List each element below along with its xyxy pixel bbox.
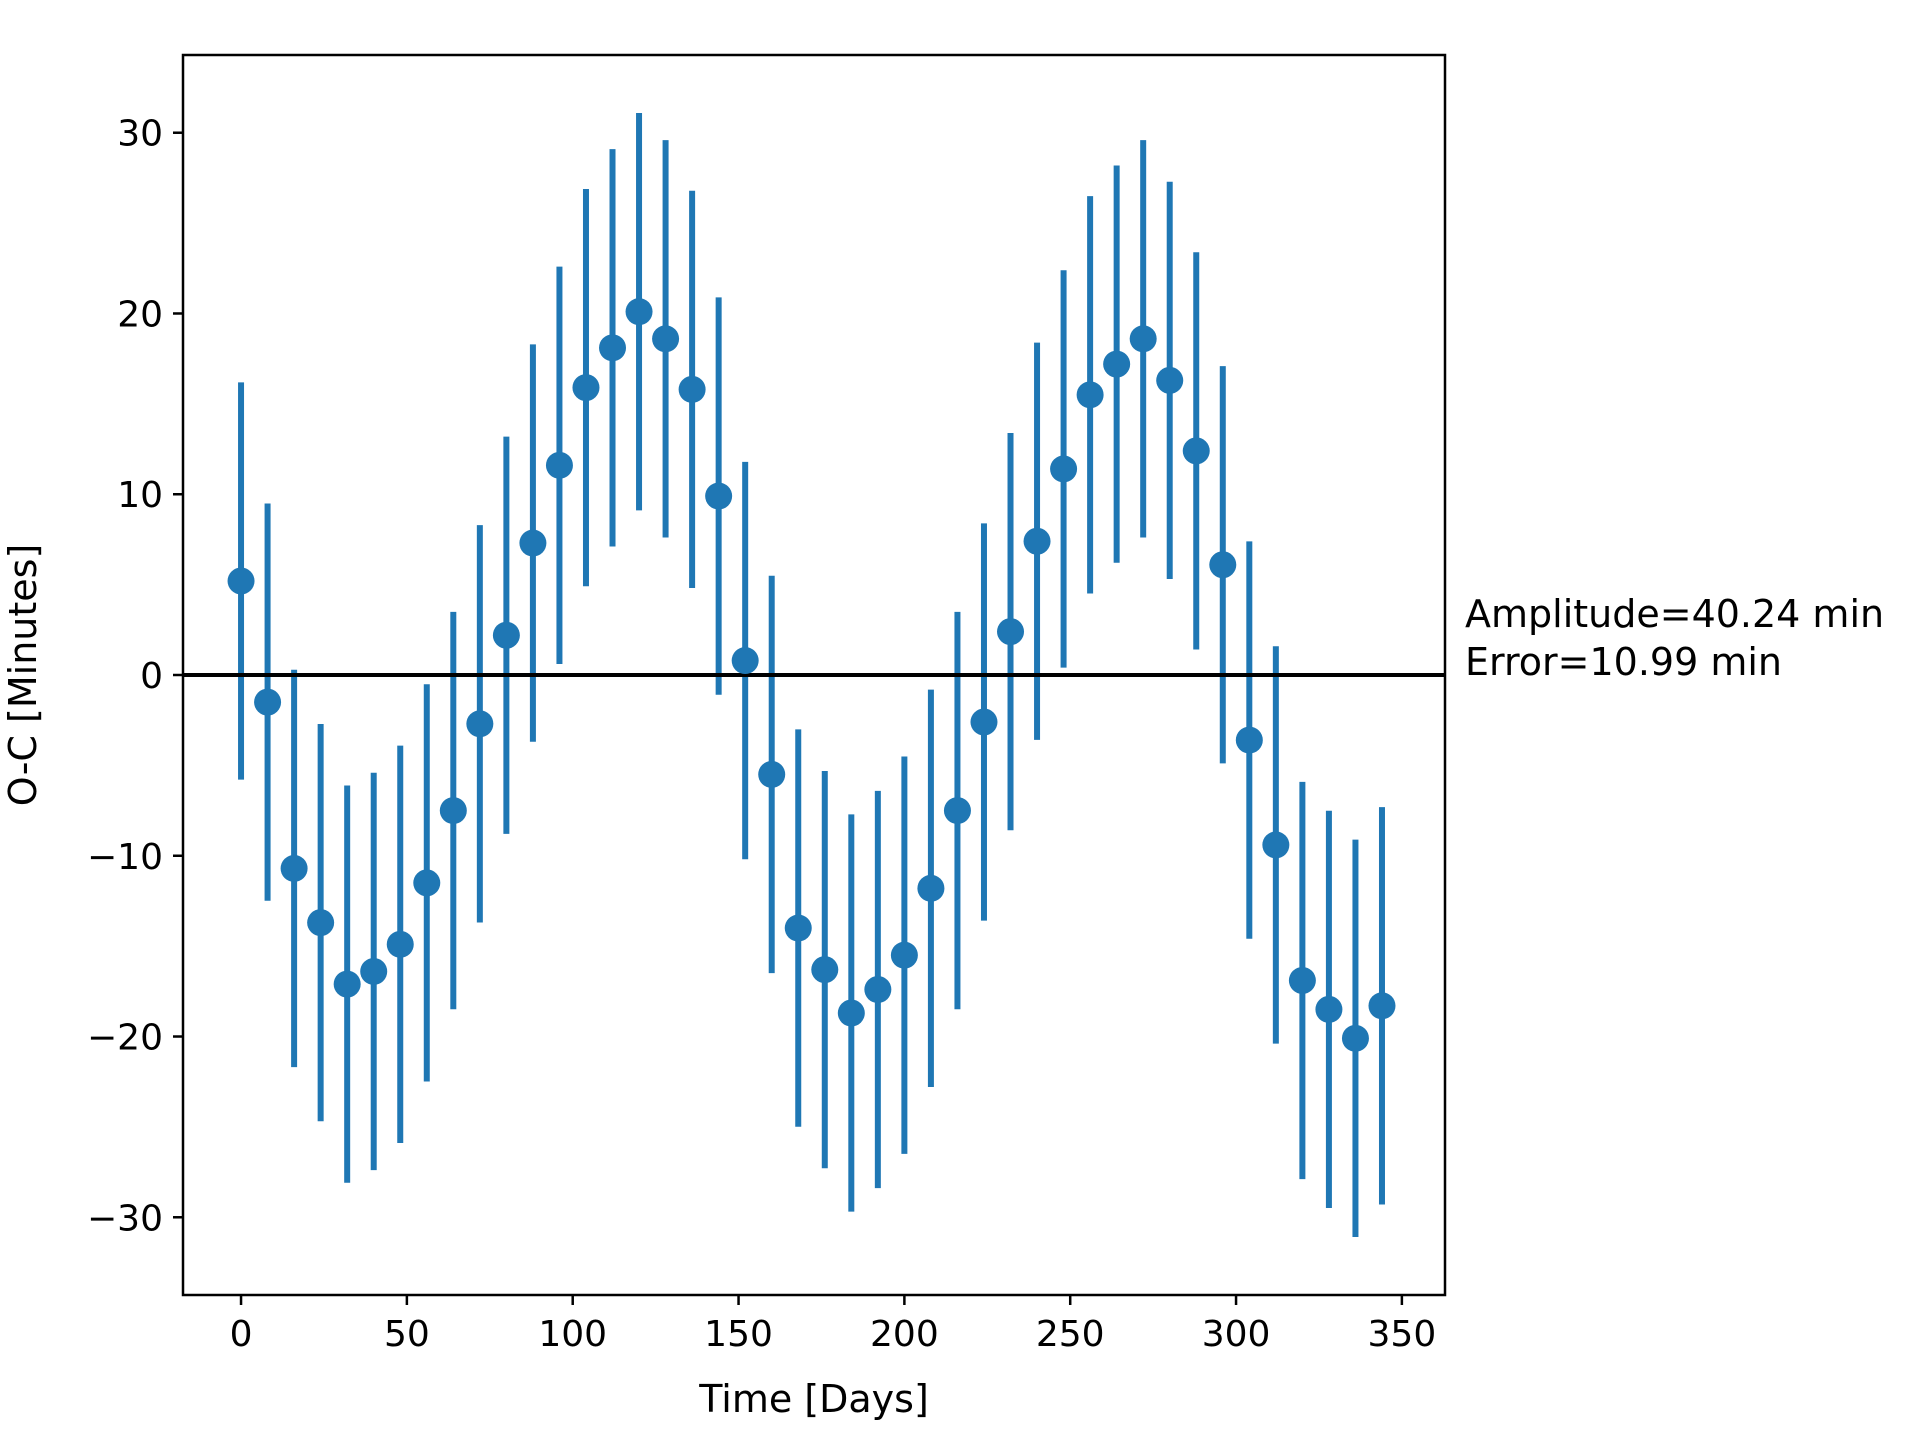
data-point (1103, 350, 1131, 378)
y-tick-label: 20 (117, 294, 163, 335)
data-point (280, 854, 308, 882)
data-point (652, 325, 680, 353)
data-point (890, 941, 918, 969)
data-point (917, 874, 945, 902)
data-point (678, 375, 706, 403)
data-point (837, 999, 865, 1027)
y-tick-label: 10 (117, 475, 163, 516)
data-point (1288, 966, 1316, 994)
y-tick-label: 0 (140, 656, 163, 697)
data-point (731, 647, 759, 675)
x-axis-ticks: 0 50 100 150 200 250 300 350 (230, 1295, 1437, 1355)
data-point (705, 482, 733, 510)
y-tick-label: −10 (87, 837, 163, 878)
data-point (1050, 455, 1078, 483)
data-point (254, 688, 282, 716)
x-tick-label: 250 (1036, 1314, 1105, 1355)
x-tick-label: 0 (230, 1314, 253, 1355)
y-axis-label: O-C [Minutes] (1, 544, 45, 807)
y-tick-label: −20 (87, 1018, 163, 1059)
x-tick-label: 350 (1368, 1314, 1437, 1355)
data-point (1209, 551, 1237, 579)
data-point (519, 529, 547, 557)
amplitude-annotation: Amplitude=40.24 min (1465, 592, 1884, 636)
x-tick-label: 50 (384, 1314, 430, 1355)
data-point (492, 621, 520, 649)
data-point (386, 930, 414, 958)
data-point (1156, 366, 1184, 394)
data-point (466, 710, 494, 738)
data-point (1368, 992, 1396, 1020)
data-point (333, 970, 361, 998)
x-tick-label: 100 (538, 1314, 607, 1355)
data-point (1315, 995, 1343, 1023)
data-point (864, 976, 892, 1004)
x-tick-label: 200 (870, 1314, 939, 1355)
data-point (758, 760, 786, 788)
data-point (545, 451, 573, 479)
data-point (970, 708, 998, 736)
data-point (1262, 831, 1290, 859)
data-point (1129, 325, 1157, 353)
data-point (599, 334, 627, 362)
data-point (227, 567, 255, 595)
data-point (625, 298, 653, 326)
data-point (784, 914, 812, 942)
x-axis-label: Time [Days] (698, 1377, 929, 1421)
data-point (413, 869, 441, 897)
data-point (572, 374, 600, 402)
data-point (307, 909, 335, 937)
data-point (943, 797, 971, 825)
x-tick-label: 150 (704, 1314, 773, 1355)
data-point (1023, 527, 1051, 555)
error-annotation: Error=10.99 min (1465, 640, 1782, 684)
data-point (1235, 726, 1263, 754)
x-tick-label: 300 (1202, 1314, 1271, 1355)
data-point (439, 797, 467, 825)
data-point (1076, 381, 1104, 409)
data-point (1182, 437, 1210, 465)
data-point (1341, 1024, 1369, 1052)
data-point (811, 956, 839, 984)
data-point (997, 618, 1025, 646)
data-points (227, 298, 1396, 1052)
y-tick-label: 30 (117, 114, 163, 155)
y-axis-ticks: −30 −20 −10 0 10 20 30 (87, 114, 183, 1239)
y-tick-label: −30 (87, 1198, 163, 1239)
data-point (360, 957, 388, 985)
